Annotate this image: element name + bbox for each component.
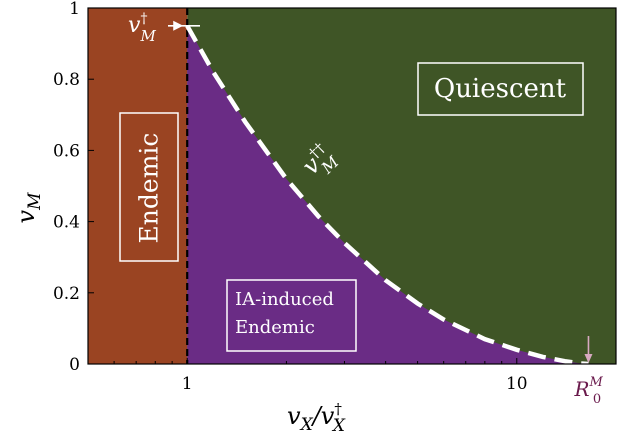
vM-dagger-label: v† M <box>128 11 156 45</box>
x-tick-label: 10 <box>506 374 528 394</box>
y-tick-label: 0.6 <box>53 141 80 161</box>
y-tick-label: 0.4 <box>53 213 80 233</box>
x-axis-label: vX/v† X <box>287 400 346 436</box>
axes-frame <box>87 7 617 365</box>
curve-vM-double-dagger <box>185 24 589 367</box>
quiescent-label: Quiescent <box>434 74 567 104</box>
endemic-label-box <box>119 112 179 262</box>
y-tick-label: 1 <box>69 0 80 19</box>
axis-labels: vX/v† X vM <box>12 192 346 436</box>
y-tick-label: 0.8 <box>53 70 80 90</box>
y-tick-label: 0.2 <box>53 284 80 304</box>
plot-regions <box>88 8 616 365</box>
R0M-label: RM 0 <box>573 375 603 407</box>
y-tick-label: 0 <box>69 355 80 375</box>
annotations: v† Mv††MRM 0 <box>128 11 604 407</box>
x-tick-label: 1 <box>182 374 193 394</box>
axis-ticks: 1 10 0 0.2 0.4 0.6 0.8 1 <box>53 0 617 394</box>
plot-lines <box>185 8 589 367</box>
endemic-label: Endemic <box>135 133 164 244</box>
region-labels: Endemic Quiescent IA-induced Endemic <box>119 62 584 352</box>
ia-endemic-label-line2: Endemic <box>235 317 315 338</box>
R0M-arrowhead <box>584 354 593 363</box>
vM-dagger-arrowhead <box>173 20 184 31</box>
ia-endemic-label-line1: IA-induced <box>235 289 334 310</box>
ia-endemic-label-box <box>226 279 357 352</box>
region-endemic <box>88 8 188 364</box>
quiescent-label-box <box>417 62 584 116</box>
y-axis-label: vM <box>12 192 45 224</box>
